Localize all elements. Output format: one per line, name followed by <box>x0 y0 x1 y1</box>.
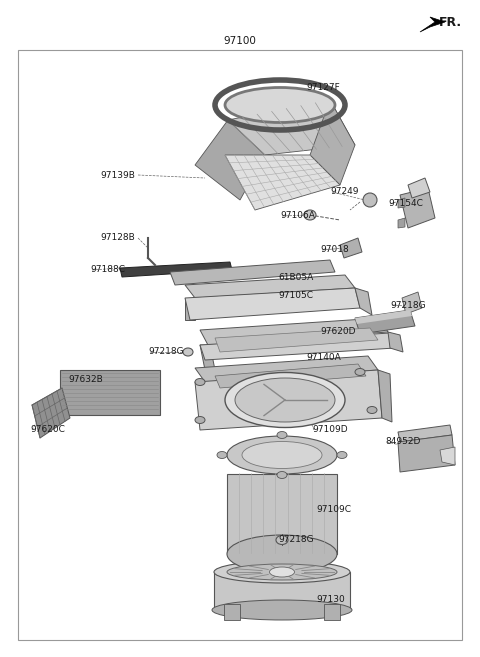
Text: 97018: 97018 <box>320 246 349 254</box>
Ellipse shape <box>276 535 288 545</box>
Ellipse shape <box>337 451 347 459</box>
Polygon shape <box>402 292 422 314</box>
Text: 84952D: 84952D <box>385 438 420 447</box>
Polygon shape <box>195 370 382 430</box>
Text: 97109D: 97109D <box>312 426 348 434</box>
Polygon shape <box>185 288 360 320</box>
Ellipse shape <box>235 378 335 422</box>
Text: 97218G: 97218G <box>278 535 313 545</box>
Text: 97140A: 97140A <box>306 353 341 363</box>
Text: 97109C: 97109C <box>316 505 351 514</box>
Polygon shape <box>398 435 455 472</box>
Polygon shape <box>408 178 430 198</box>
Polygon shape <box>388 332 403 352</box>
Polygon shape <box>215 364 366 388</box>
Polygon shape <box>170 260 335 285</box>
Polygon shape <box>200 345 215 370</box>
Text: 97249: 97249 <box>330 187 359 196</box>
Text: 61B05A: 61B05A <box>278 273 313 283</box>
Ellipse shape <box>195 417 205 424</box>
Polygon shape <box>185 298 195 320</box>
Ellipse shape <box>363 193 377 207</box>
Ellipse shape <box>277 472 287 478</box>
Polygon shape <box>398 425 452 442</box>
Ellipse shape <box>225 87 335 122</box>
Polygon shape <box>398 218 405 228</box>
Text: 97154C: 97154C <box>388 200 423 208</box>
Ellipse shape <box>355 369 365 376</box>
Text: 97127F: 97127F <box>306 83 340 93</box>
Text: 97188C: 97188C <box>90 265 125 275</box>
Text: FR.: FR. <box>439 16 462 28</box>
Ellipse shape <box>227 535 337 573</box>
Polygon shape <box>355 288 372 315</box>
Ellipse shape <box>217 451 227 459</box>
Polygon shape <box>400 188 435 228</box>
Polygon shape <box>420 17 445 32</box>
Polygon shape <box>310 100 355 185</box>
Text: 97128B: 97128B <box>100 233 135 242</box>
Text: 97632B: 97632B <box>68 376 103 384</box>
Ellipse shape <box>269 567 295 577</box>
Polygon shape <box>120 262 232 277</box>
Ellipse shape <box>195 378 205 386</box>
Ellipse shape <box>183 348 193 356</box>
Polygon shape <box>214 572 350 610</box>
Polygon shape <box>215 328 378 352</box>
Polygon shape <box>378 370 392 422</box>
Polygon shape <box>324 604 340 620</box>
Ellipse shape <box>225 373 345 428</box>
Ellipse shape <box>227 436 337 474</box>
Text: 97218G: 97218G <box>390 300 426 309</box>
Ellipse shape <box>242 442 322 468</box>
Polygon shape <box>340 238 362 258</box>
Ellipse shape <box>304 210 316 220</box>
Text: 97105C: 97105C <box>278 290 313 300</box>
Text: 97106A: 97106A <box>280 212 315 221</box>
Ellipse shape <box>227 564 337 580</box>
Text: 97620D: 97620D <box>320 327 356 336</box>
Polygon shape <box>355 310 412 324</box>
Ellipse shape <box>367 407 377 413</box>
Text: 97218G: 97218G <box>148 348 184 357</box>
Polygon shape <box>224 604 240 620</box>
Polygon shape <box>195 356 378 382</box>
Polygon shape <box>440 447 455 465</box>
Ellipse shape <box>277 432 287 438</box>
Text: 97100: 97100 <box>224 36 256 46</box>
Polygon shape <box>195 120 265 200</box>
Ellipse shape <box>214 561 350 583</box>
Polygon shape <box>185 275 355 298</box>
Polygon shape <box>225 155 340 210</box>
Ellipse shape <box>212 600 352 620</box>
Text: 97139B: 97139B <box>100 171 135 179</box>
Polygon shape <box>200 333 395 360</box>
Polygon shape <box>32 388 70 438</box>
Polygon shape <box>398 198 405 208</box>
Polygon shape <box>200 318 388 345</box>
Polygon shape <box>60 370 160 415</box>
Polygon shape <box>227 474 337 554</box>
Bar <box>18 50 462 640</box>
Text: 97620C: 97620C <box>30 426 65 434</box>
Text: 97130: 97130 <box>316 595 345 604</box>
Polygon shape <box>228 100 355 155</box>
Polygon shape <box>355 310 415 334</box>
